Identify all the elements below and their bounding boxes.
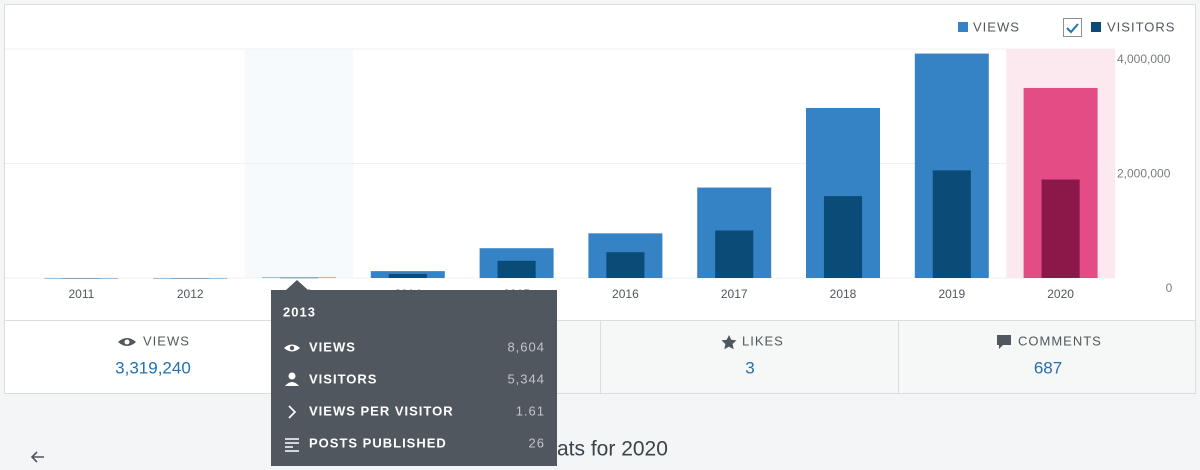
- visitors-bar: [279, 277, 319, 279]
- summary-likes[interactable]: LIKES 3: [721, 333, 783, 377]
- visitors-bar: [823, 196, 863, 278]
- tooltip-label: VIEWS: [309, 339, 356, 354]
- summary-value: 687: [1034, 358, 1062, 377]
- visitors-bar: [62, 278, 101, 279]
- summary-comments[interactable]: COMMENTS 687: [997, 333, 1102, 377]
- visitors-bar: [1041, 179, 1080, 278]
- plot: 02,000,0004,000,000201120122013201420152…: [5, 48, 1173, 301]
- tooltip-label: POSTS PUBLISHED: [309, 435, 447, 450]
- tooltip: 2013 VIEWS 8,604 VISITORS 5,344 VIEWS PE…: [271, 280, 557, 466]
- visitors-bar: [932, 170, 971, 278]
- x-tick-label: 2018: [830, 287, 857, 301]
- summary-label: LIKES: [742, 333, 784, 348]
- x-tick-label: 2011: [68, 287, 94, 301]
- comment-icon: [997, 335, 1011, 349]
- legend-swatch: [958, 22, 968, 32]
- tooltip-title: 2013: [283, 304, 316, 319]
- posts-icon: [285, 438, 299, 452]
- tooltip-value: 26: [529, 435, 545, 450]
- x-tick-label: 2017: [721, 287, 748, 301]
- checkmark: [1066, 23, 1079, 34]
- tooltip-box: [271, 280, 557, 466]
- summary-value: 3: [745, 358, 754, 377]
- back-arrow[interactable]: [30, 451, 44, 463]
- visitors-bar: [171, 278, 210, 279]
- legend-checkbox[interactable]: [1063, 18, 1082, 37]
- y-tick-label: 0: [1166, 281, 1173, 295]
- visitors-bar: [715, 230, 754, 278]
- visitors-bar: [497, 260, 536, 278]
- visitors-bar: [388, 273, 427, 278]
- section-title: ats for 2020: [557, 438, 668, 461]
- eye-icon: [124, 339, 130, 345]
- person-icon: [288, 372, 296, 380]
- person-icon: [285, 382, 299, 386]
- summary-label: VIEWS: [143, 333, 190, 348]
- summary-value: 3,319,240: [115, 358, 191, 377]
- x-tick-label: 2012: [177, 287, 204, 301]
- tooltip-label: VISITORS: [309, 371, 377, 386]
- summary-views[interactable]: VIEWS 3,319,240: [115, 333, 191, 377]
- x-tick-label: 2020: [1047, 287, 1074, 301]
- summary-label: COMMENTS: [1018, 333, 1102, 348]
- legend-swatch: [1091, 22, 1101, 32]
- tooltip-value: 1.61: [516, 403, 545, 418]
- visitors-bar: [606, 252, 645, 278]
- star-icon: [721, 335, 737, 350]
- tooltip-value: 8,604: [507, 339, 545, 354]
- tooltip-value: 5,344: [507, 371, 545, 386]
- chevron-icon: [288, 405, 297, 419]
- y-tick-label: 2,000,000: [1117, 167, 1171, 181]
- y-tick-label: 4,000,000: [1117, 52, 1171, 66]
- legend-label[interactable]: VIEWS: [973, 19, 1020, 34]
- eye-icon: [289, 345, 295, 351]
- x-tick-label: 2016: [612, 287, 639, 301]
- legend-label[interactable]: VISITORS: [1107, 19, 1175, 34]
- tooltip-label: VIEWS PER VISITOR: [309, 403, 454, 418]
- x-tick-label: 2019: [938, 287, 965, 301]
